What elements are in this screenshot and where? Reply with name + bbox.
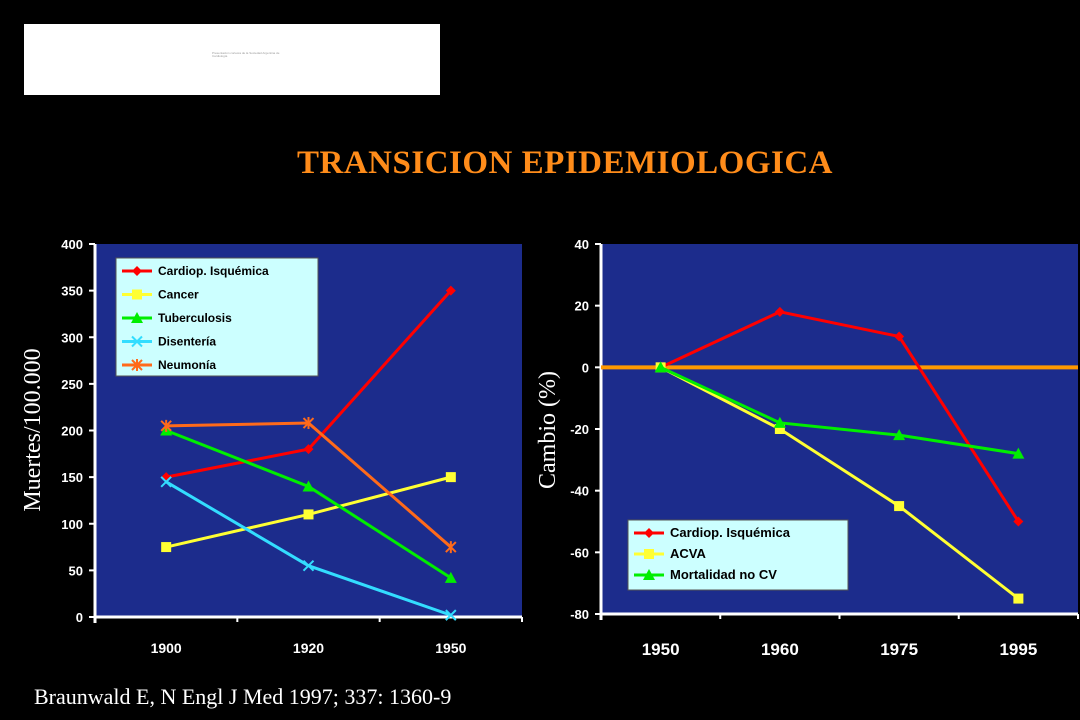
legend-box [627,519,849,591]
x-tick-label: 1950 [642,640,680,659]
data-point [160,419,172,432]
data-point [773,416,786,428]
legend-label: ACVA [670,546,706,561]
data-point [303,509,314,520]
data-point [1013,593,1024,604]
legend-marker [644,549,654,559]
data-point [774,306,785,317]
legend: Cardiop. Isquémica ACVA Mortalidad no CV [627,519,849,591]
legend-label: Mortalidad no CV [670,567,777,582]
legend-marker [131,359,143,371]
citation: Braunwald E, N Engl J Med 1997; 337: 136… [34,684,452,709]
y-tick-label: 20 [575,299,589,314]
data-point [302,560,315,572]
y-tick-label: 50 [69,563,83,578]
legend-marker [131,335,143,348]
slide-title: TRANSICION EPIDEMIOLOGICA [297,145,833,181]
y-tick-label: 150 [61,470,83,485]
y-tick-label: 300 [61,330,83,345]
x-tick-label: 1950 [435,640,466,656]
y-tick-label: 400 [61,237,83,252]
y-tick-label: -60 [570,545,589,560]
logo-box: Presentación cortesía de la Sociedad Arg… [24,24,440,95]
data-point [445,541,457,554]
series-mortalidad-no-cv [654,361,1025,459]
legend-marker [643,569,655,580]
y-tick-label: 200 [61,424,83,439]
legend-marker [644,528,654,538]
series-line [659,366,1020,600]
series-cancer [161,472,456,553]
legend-label: Cardiop. Isquémica [670,525,791,540]
legend-marker [132,289,142,300]
data-point [302,480,315,492]
data-point [445,609,457,621]
legend-label: Neumonía [158,358,216,372]
x-tick-label: 1975 [880,640,918,659]
series-line [659,310,1020,523]
y-tick-label: 350 [61,284,83,299]
y-tick-label: 250 [61,377,83,392]
data-point [444,571,457,583]
legend-label: Cardiop. Isquémica [158,264,269,278]
data-point [893,429,906,441]
data-point [161,542,172,553]
y-tick-label: 100 [61,517,83,532]
series-neumonia [160,417,457,554]
data-point [445,472,456,483]
logo-text: Presentación cortesía de la Sociedad Arg… [212,51,280,59]
y-tick-label: 40 [575,237,589,252]
data-point [894,501,905,512]
y-tick-label: 0 [582,360,589,375]
legend-label: Cancer [158,288,199,302]
y-axis-label: Muertes/100.000 [20,348,46,511]
x-tick-label: 1960 [761,640,799,659]
legend-marker [131,312,143,323]
y-tick-label: -40 [570,484,589,499]
data-point [445,285,456,296]
legend-label: Disentería [158,335,216,349]
data-point [1013,516,1024,527]
x-tick-label: 1995 [999,640,1037,659]
data-point [1012,447,1025,459]
series-line [659,365,1019,456]
data-point [303,444,314,455]
series-disenteria [160,476,457,621]
legend-marker [132,266,142,276]
data-point [894,331,905,342]
series-cardiop-isquemica [161,285,456,483]
data-point [654,361,667,373]
legend-label: Tuberculosis [158,311,232,325]
y-tick-label: -20 [570,422,589,437]
x-tick-label: 1920 [293,640,324,656]
y-tick-label: 0 [76,610,83,625]
y-tick-label: -80 [570,607,589,622]
legend: Cardiop. Isquémica Cancer Tuberculosis Dise… [115,257,319,377]
data-point [302,417,315,430]
x-tick-label: 1900 [151,640,182,656]
data-point [160,476,172,488]
y-axis-label: Cambio (%) [535,371,561,489]
data-point [774,424,785,434]
